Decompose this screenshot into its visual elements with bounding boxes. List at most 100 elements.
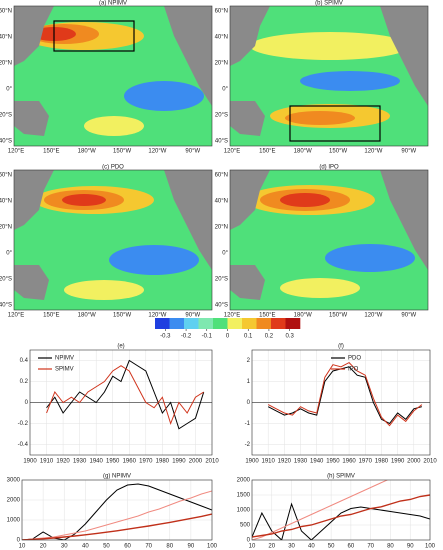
y-tick-label: 1000 bbox=[237, 508, 251, 514]
x-tick-label: 70 bbox=[367, 544, 374, 550]
x-tick-label: 2010 bbox=[423, 459, 437, 465]
series-line bbox=[46, 359, 205, 430]
legend-label: NPIMV bbox=[55, 356, 74, 362]
anomaly bbox=[250, 32, 410, 60]
series-line bbox=[267, 361, 423, 427]
lon-label: 120°W bbox=[364, 149, 382, 155]
y-tick-label: 1 bbox=[247, 379, 251, 385]
colorbar-label: 0.3 bbox=[285, 334, 294, 340]
lat-label: 40°N bbox=[215, 199, 228, 205]
x-tick-label: 1900 bbox=[23, 459, 37, 465]
lon-label: 150°E bbox=[259, 149, 275, 155]
x-tick-label: 20 bbox=[268, 544, 275, 550]
lon-label: 120°W bbox=[148, 149, 166, 155]
lat-label: 40°S bbox=[0, 139, 12, 145]
series-line bbox=[46, 365, 204, 425]
x-tick-label: 1940 bbox=[310, 459, 324, 465]
x-tick-label: 80 bbox=[387, 544, 394, 550]
x-tick-label: 40 bbox=[82, 544, 89, 550]
legend-label: IPO bbox=[348, 367, 359, 373]
y-tick-label: -0.2 bbox=[18, 421, 29, 427]
colorbar-swatch bbox=[271, 318, 286, 329]
y-tick-label: 3000 bbox=[7, 478, 21, 484]
y-tick-label: 2000 bbox=[7, 498, 21, 504]
lon-label: 150°E bbox=[43, 313, 59, 319]
anomaly bbox=[300, 71, 400, 91]
x-tick-label: 1930 bbox=[73, 459, 87, 465]
map-title: (c) PDO bbox=[102, 165, 124, 171]
x-tick-label: 1960 bbox=[342, 459, 356, 465]
lat-label: 0° bbox=[222, 87, 228, 93]
lat-label: 40°S bbox=[0, 303, 12, 309]
anomaly bbox=[285, 111, 355, 125]
lat-label: 0° bbox=[6, 251, 12, 257]
y-tick-label: 2 bbox=[247, 358, 251, 364]
land-america bbox=[380, 6, 428, 106]
series-line bbox=[267, 366, 423, 425]
anomaly bbox=[280, 278, 360, 298]
lat-label: 60°N bbox=[0, 9, 12, 15]
x-tick-label: 1970 bbox=[359, 459, 373, 465]
x-tick-label: 50 bbox=[328, 544, 335, 550]
land-asia bbox=[14, 170, 54, 230]
y-tick-label: -2 bbox=[245, 442, 251, 448]
y-tick-label: 0 bbox=[247, 400, 251, 406]
colorbar-label: -0.2 bbox=[181, 334, 192, 340]
lon-label: 180°W bbox=[294, 313, 312, 319]
chart-title: (e) bbox=[117, 344, 124, 350]
colorbar-label: -0.3 bbox=[160, 334, 171, 340]
anomaly bbox=[84, 116, 144, 136]
series-line bbox=[22, 513, 212, 540]
lat-label: 60°N bbox=[215, 9, 228, 15]
land-australia bbox=[14, 265, 49, 300]
x-tick-label: 70 bbox=[145, 544, 152, 550]
series-line bbox=[252, 502, 430, 540]
x-tick-label: 50 bbox=[103, 544, 110, 550]
map-panel: (b) SPIMV 60°N 40°N 20°N 0° 20°S 40°S 120°E 150°… bbox=[215, 1, 429, 155]
lon-label: 150°W bbox=[113, 149, 131, 155]
anomaly bbox=[124, 81, 204, 111]
y-tick-label: 0.4 bbox=[20, 358, 29, 364]
lon-label: 120°E bbox=[224, 313, 240, 319]
x-tick-label: 100 bbox=[425, 544, 436, 550]
lat-label: 20°S bbox=[0, 277, 12, 283]
lon-label: 90°W bbox=[185, 313, 200, 319]
lat-label: 60°N bbox=[0, 173, 12, 179]
lat-label: 20°N bbox=[215, 225, 228, 231]
lon-label: 150°W bbox=[329, 149, 347, 155]
x-tick-label: 20 bbox=[40, 544, 47, 550]
x-tick-label: 30 bbox=[61, 544, 68, 550]
lon-label: 150°E bbox=[259, 313, 275, 319]
land-asia bbox=[230, 170, 270, 230]
x-tick-label: 2010 bbox=[205, 459, 219, 465]
x-tick-label: 1970 bbox=[139, 459, 153, 465]
lat-label: 0° bbox=[6, 87, 12, 93]
x-tick-label: 90 bbox=[407, 544, 414, 550]
land-asia bbox=[230, 6, 270, 66]
x-tick-label: 10 bbox=[19, 544, 26, 550]
legend-label: SPIMV bbox=[55, 367, 74, 373]
legend-label: PDO bbox=[348, 356, 361, 362]
lon-label: 180°W bbox=[294, 149, 312, 155]
y-tick-label: 0 bbox=[17, 538, 21, 544]
x-tick-label: 1950 bbox=[326, 459, 340, 465]
land-australia bbox=[230, 101, 265, 136]
colorbar-swatch bbox=[213, 318, 228, 329]
chart-title: (g) NPIMV bbox=[103, 474, 131, 480]
map-panel: (a) NPIMV 60°N 40°N 20°N 0° 20°S 40°S 120°E 150°… bbox=[0, 1, 213, 155]
anomaly bbox=[62, 194, 106, 206]
anomaly bbox=[109, 245, 199, 275]
lon-label: 90°W bbox=[401, 149, 416, 155]
series-line bbox=[252, 480, 389, 540]
colorbar-swatch bbox=[285, 318, 301, 329]
y-tick-label: 0 bbox=[247, 538, 251, 544]
map-frame bbox=[229, 169, 429, 311]
plot-frame bbox=[251, 349, 431, 456]
lat-label: 60°N bbox=[215, 173, 228, 179]
lon-label: 120°E bbox=[224, 149, 240, 155]
lat-label: 40°S bbox=[215, 139, 228, 145]
anomaly bbox=[64, 280, 144, 300]
y-tick-label: -1 bbox=[245, 421, 251, 427]
lon-label: 120°W bbox=[364, 313, 382, 319]
